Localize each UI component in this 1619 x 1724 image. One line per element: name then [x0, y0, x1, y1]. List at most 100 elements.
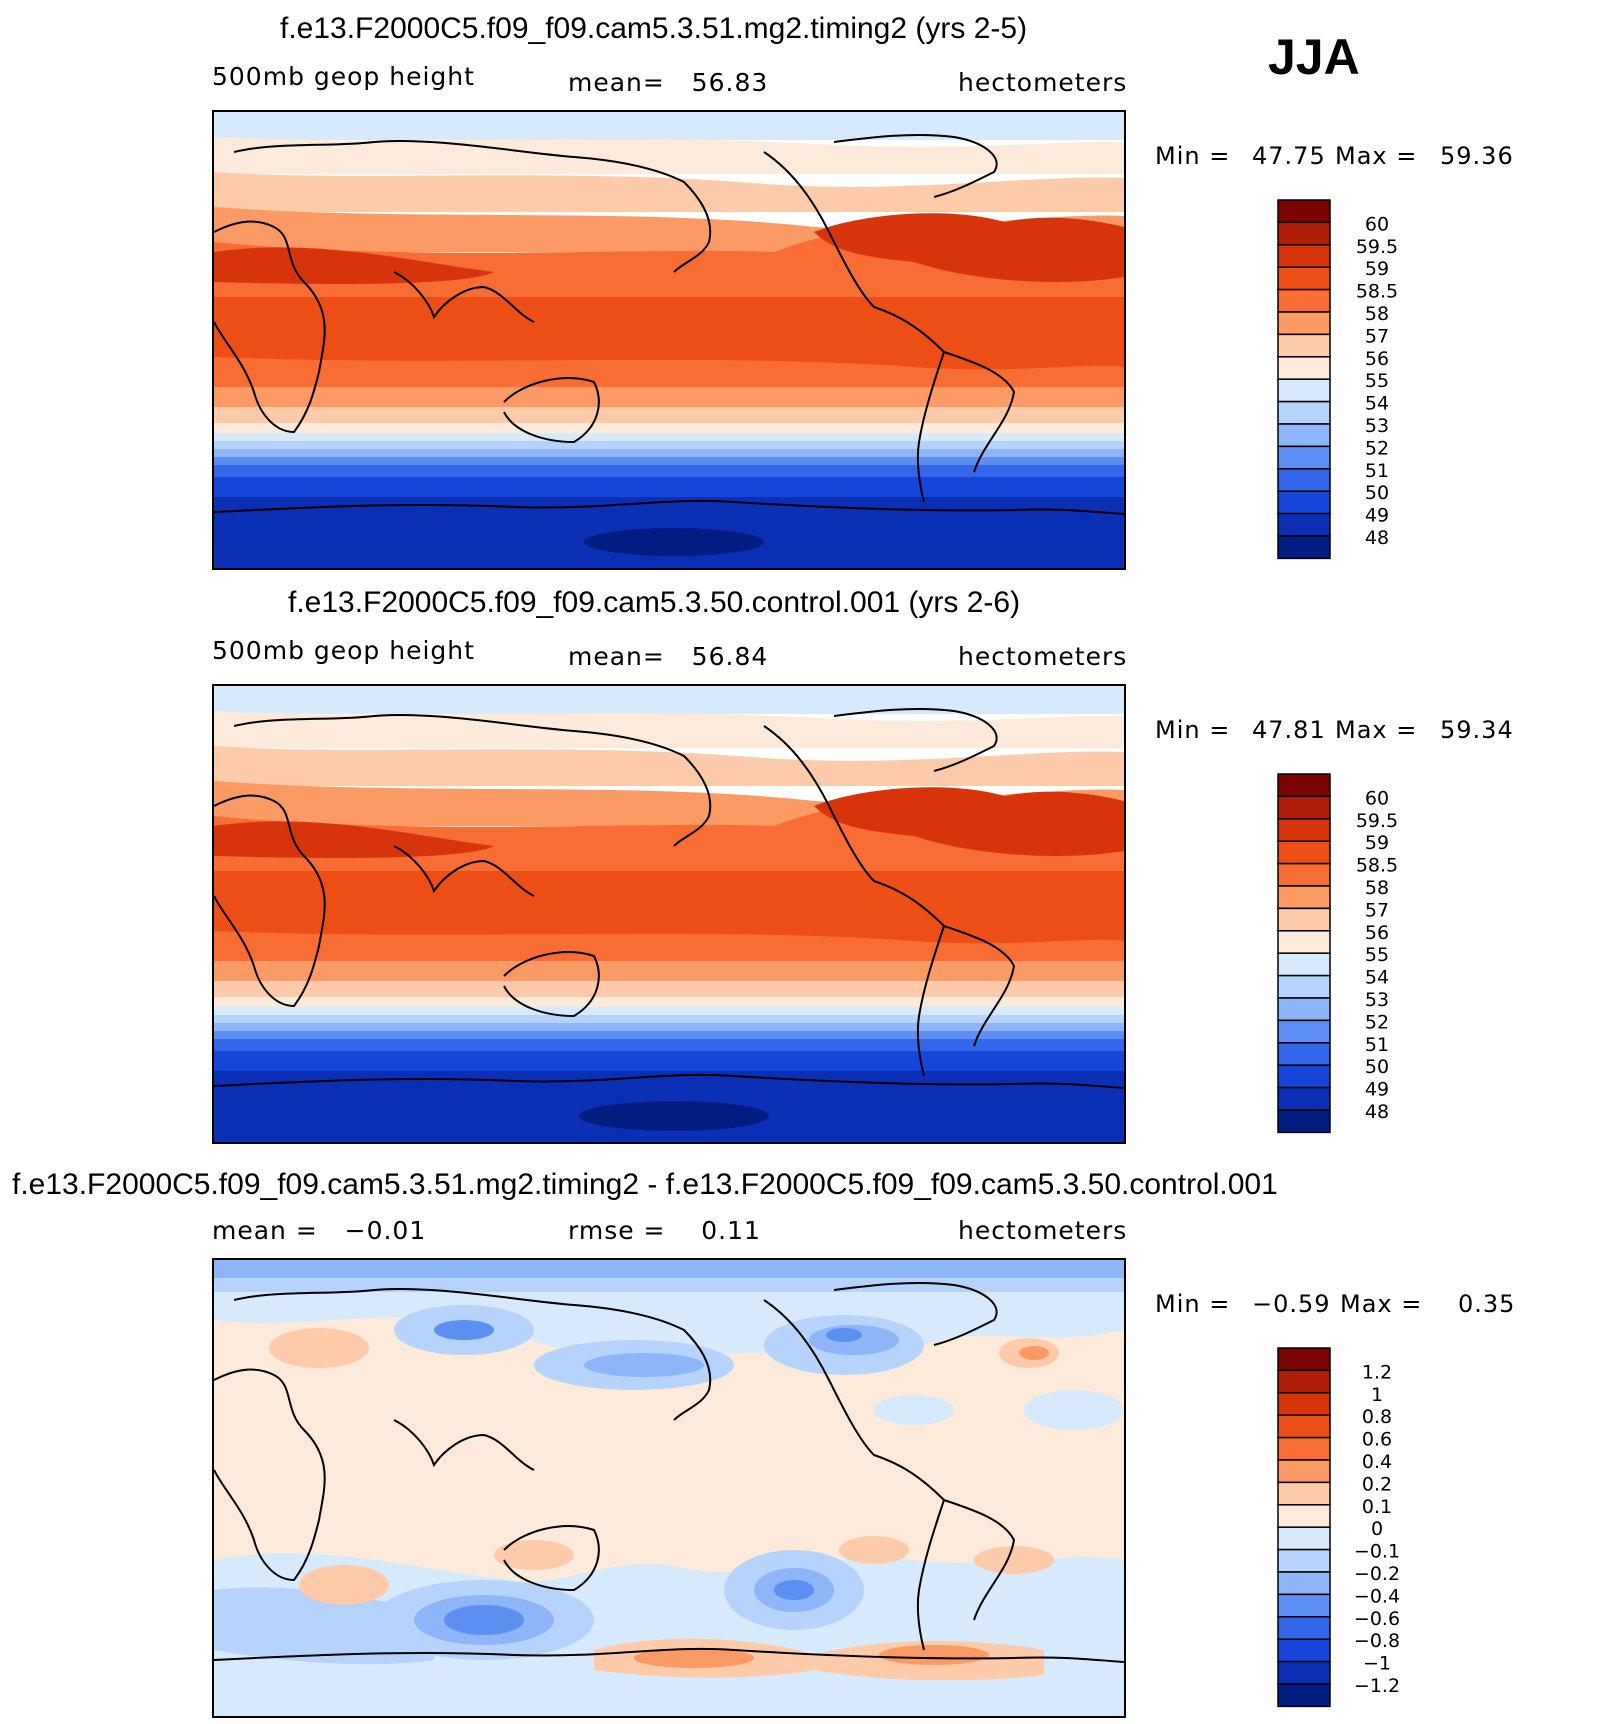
panel-2-map [212, 684, 1126, 1144]
colorbar-tick-label: 54 [1365, 967, 1389, 989]
colorbar-swatch [1277, 468, 1331, 492]
panel-1-map [212, 110, 1126, 570]
colorbar-tick-label: −0.1 [1354, 1541, 1400, 1563]
colorbar-swatch [1277, 862, 1331, 887]
colorbar-tick-label: 50 [1365, 1056, 1389, 1078]
colorbar-swatch [1277, 974, 1331, 999]
colorbar-swatch [1277, 1459, 1331, 1484]
colorbar-swatch [1277, 795, 1331, 820]
warm-core-nh [214, 247, 494, 284]
colorbar-swatch [1277, 773, 1331, 798]
panel-3-units-label: hectometers [958, 1216, 1128, 1245]
colorbar-tick-label: 53 [1365, 989, 1389, 1011]
colorbar-tick-label: 51 [1365, 460, 1389, 482]
colorbar-swatch [1277, 288, 1331, 313]
colorbar-tick-label: 59 [1365, 258, 1389, 280]
colorbar-tick-label: 0 [1371, 1518, 1383, 1540]
coastlines [214, 133, 1124, 515]
colorbar-swatch [1277, 490, 1331, 515]
colorbar-tick-label: 55 [1365, 944, 1389, 966]
panel-2-units-label: hectometers [958, 642, 1128, 671]
colorbar-tick-label: 56 [1365, 922, 1389, 944]
panel-3-min-label: Min = [1155, 1290, 1231, 1318]
colorbar-swatch [1277, 1593, 1331, 1618]
colorbar-swatch [1277, 930, 1331, 954]
colorbar-swatch [1277, 818, 1331, 842]
colorbar-swatch [1277, 952, 1331, 977]
season-label: JJA [1268, 29, 1360, 85]
colorbar-tick-label: −0.6 [1354, 1608, 1400, 1630]
band-lat-60s [214, 465, 1124, 479]
band-lat-55s [214, 457, 1124, 467]
colorbar-swatch [1277, 1019, 1331, 1044]
colorbar-tick-label: 0.4 [1362, 1451, 1392, 1473]
panel-3-map [212, 1258, 1126, 1718]
warm-core-atlantic [814, 213, 1124, 282]
colorbar-tick-label: −0.8 [1354, 1630, 1400, 1652]
band-lat-45s [214, 441, 1124, 451]
colorbar-tick-label: 58 [1365, 303, 1389, 325]
panel-1-min-value: 47.75 [1252, 142, 1326, 170]
colorbar-tick-label: 0.2 [1362, 1473, 1392, 1495]
colorbar-swatch [1277, 512, 1331, 537]
colorbar-swatch [1277, 1369, 1331, 1394]
colorbar-tick-label: 59 [1365, 832, 1389, 854]
panel-3-max-label: Max = [1340, 1290, 1423, 1318]
colorbar-tick-label: 49 [1365, 1079, 1389, 1101]
panel-3-min-value: −0.59 [1252, 1290, 1331, 1318]
panel-3-field [214, 1260, 1124, 1716]
band-lat-50s [214, 449, 1124, 459]
band-lat-35s [214, 423, 1124, 435]
colorbar-tick-label: 1.2 [1362, 1361, 1392, 1383]
panel-3-title: f.e13.F2000C5.f09_f09.cam5.3.51.mg2.timi… [12, 1168, 1278, 1201]
colorbar-tick-label: 60 [1365, 213, 1389, 235]
panel-3-mean-label: mean = −0.01 [212, 1216, 427, 1245]
colorbar-swatch [1277, 1504, 1331, 1528]
colorbar-tick-label: −1.2 [1354, 1675, 1400, 1697]
colorbar-swatch [1277, 1109, 1331, 1134]
panel-2-mean-label: mean= 56.84 [568, 642, 769, 671]
colorbar-tick-label: 54 [1365, 393, 1389, 415]
panel-2-variable-label: 500mb geop height [212, 636, 475, 665]
colorbar-swatch [1277, 1616, 1331, 1640]
colorbar-tick-label: 60 [1365, 787, 1389, 809]
colorbar-swatch [1277, 199, 1331, 224]
colorbar-swatch [1277, 356, 1331, 380]
colorbar-tick-label: 58.5 [1356, 281, 1398, 303]
colorbar-swatch [1277, 997, 1331, 1022]
band-lat-90 [214, 112, 1124, 140]
colorbar-swatch [1277, 221, 1331, 246]
colorbar-swatch [1277, 1347, 1331, 1372]
colorbar-swatch [1277, 1414, 1331, 1439]
colorbar-swatch [1277, 1526, 1331, 1551]
band-lat-65 [214, 172, 1124, 212]
panel-2-field [214, 686, 1124, 1142]
panel-2-min-value: 47.81 [1252, 716, 1326, 744]
band-lat-65s [214, 477, 1124, 499]
band-lat-80 [214, 137, 1124, 174]
colorbar-swatch [1277, 244, 1331, 268]
colorbar-tick-label: 0.8 [1362, 1406, 1392, 1428]
colorbar-swatch [1277, 840, 1331, 865]
panel-1-field [214, 112, 1124, 568]
colorbar-tick-label: 50 [1365, 482, 1389, 504]
colorbar-tick-label: −0.4 [1354, 1585, 1400, 1607]
colorbar-swatch [1277, 1683, 1331, 1708]
colorbar-tick-label: 49 [1365, 505, 1389, 527]
colorbar-tick-label: 0.1 [1362, 1496, 1392, 1518]
colorbar-tick-label: 51 [1365, 1034, 1389, 1056]
panel-1-variable-label: 500mb geop height [212, 62, 475, 91]
panel-2-max-label: Max = [1335, 716, 1418, 744]
colorbar-tick-label: 52 [1365, 437, 1389, 459]
panel-1-max-value: 59.36 [1440, 142, 1514, 170]
colorbar-tick-label: 53 [1365, 415, 1389, 437]
colorbar-swatch [1277, 1481, 1331, 1506]
colorbar-swatch [1277, 1548, 1331, 1573]
panel-1-units-label: hectometers [958, 68, 1128, 97]
colorbar-swatch [1277, 1086, 1331, 1111]
colorbar-swatch [1277, 423, 1331, 448]
colorbar-tick-label: −0.2 [1354, 1563, 1400, 1585]
colorbar-tick-label: 57 [1365, 899, 1389, 921]
colorbar-tick-label: 55 [1365, 370, 1389, 392]
